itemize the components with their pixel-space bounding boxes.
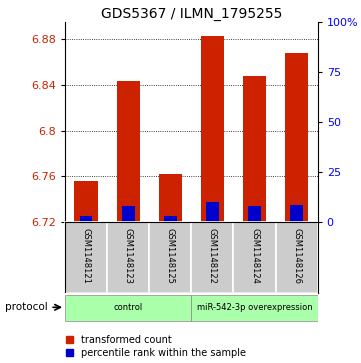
Text: GSM1148121: GSM1148121 — [82, 228, 91, 284]
Bar — [164, 216, 177, 222]
Bar — [159, 174, 182, 222]
Text: GSM1148124: GSM1148124 — [250, 228, 259, 284]
Bar — [191, 295, 318, 321]
Bar — [206, 201, 219, 222]
Bar — [285, 53, 308, 222]
Text: GSM1148125: GSM1148125 — [166, 228, 175, 284]
Text: GSM1148123: GSM1148123 — [124, 228, 132, 284]
Text: miR-542-3p overexpression: miR-542-3p overexpression — [197, 303, 312, 312]
Bar — [191, 222, 234, 293]
Legend: transformed count, percentile rank within the sample: transformed count, percentile rank withi… — [66, 335, 246, 358]
Title: GDS5367 / ILMN_1795255: GDS5367 / ILMN_1795255 — [101, 7, 282, 21]
Bar — [275, 222, 318, 293]
Bar — [290, 205, 303, 222]
Bar — [122, 206, 135, 222]
Bar — [149, 222, 191, 293]
Bar — [65, 222, 107, 293]
Bar — [117, 81, 140, 222]
Bar — [80, 216, 92, 222]
Bar — [248, 206, 261, 222]
Bar — [74, 181, 97, 222]
Text: control: control — [113, 303, 143, 312]
Text: protocol: protocol — [5, 302, 48, 312]
Bar — [201, 36, 224, 222]
Bar — [107, 222, 149, 293]
Bar — [243, 76, 266, 222]
Bar — [234, 222, 275, 293]
Text: GSM1148122: GSM1148122 — [208, 228, 217, 284]
Bar — [65, 295, 191, 321]
Text: GSM1148126: GSM1148126 — [292, 228, 301, 284]
